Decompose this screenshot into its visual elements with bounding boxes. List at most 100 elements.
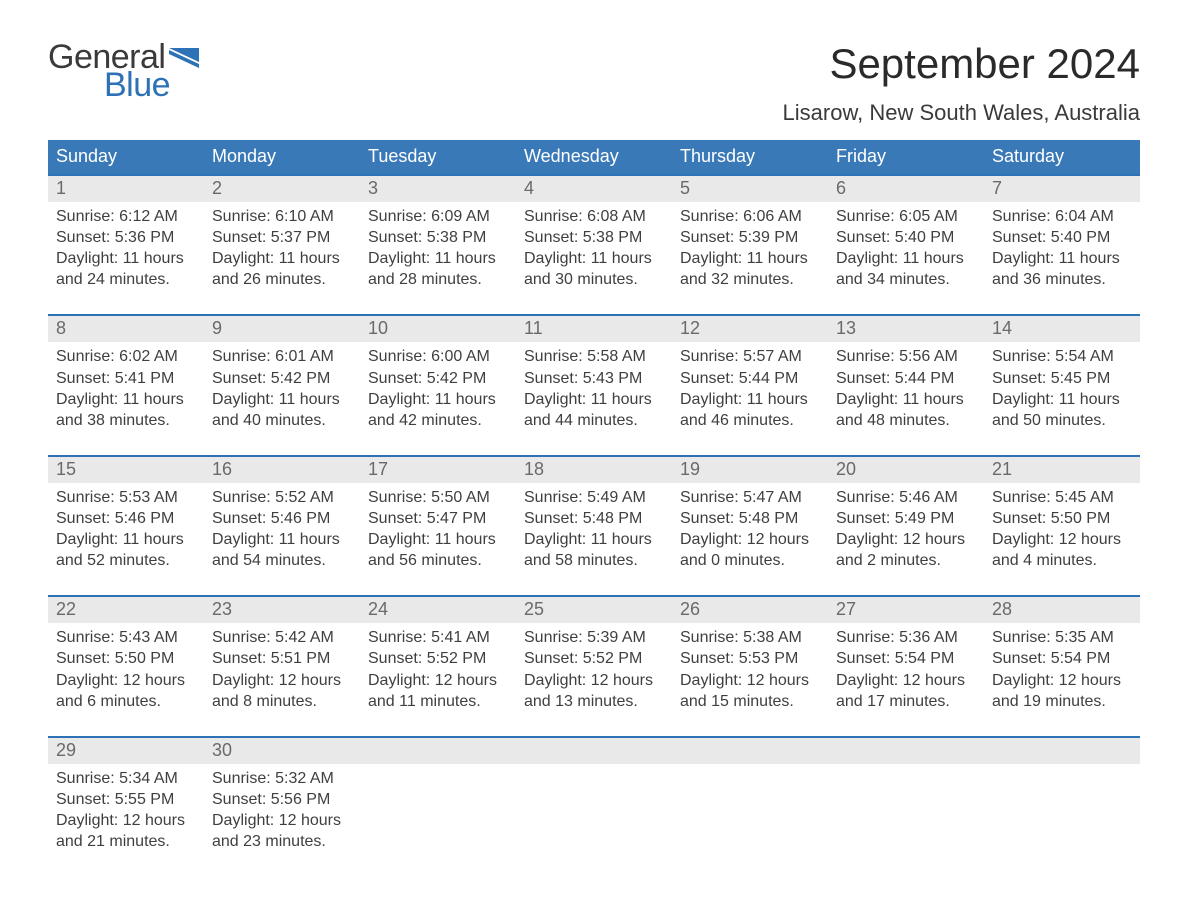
day-number: 29 (48, 738, 204, 764)
sunset-line: Sunset: 5:47 PM (368, 508, 508, 529)
sunrise-line: Sunrise: 6:05 AM (836, 206, 976, 227)
day-cell: Sunrise: 6:12 AMSunset: 5:36 PMDaylight:… (48, 202, 204, 296)
day-cell: Sunrise: 5:34 AMSunset: 5:55 PMDaylight:… (48, 764, 204, 858)
daylight-line-1: Daylight: 12 hours (56, 670, 196, 691)
daylight-line-2: and 36 minutes. (992, 269, 1132, 290)
daylight-line-1: Daylight: 11 hours (680, 389, 820, 410)
sunrise-line: Sunrise: 5:50 AM (368, 487, 508, 508)
daylight-line-2: and 30 minutes. (524, 269, 664, 290)
sunset-line: Sunset: 5:48 PM (524, 508, 664, 529)
daylight-line-2: and 50 minutes. (992, 410, 1132, 431)
daylight-line-2: and 26 minutes. (212, 269, 352, 290)
day-cell (672, 764, 828, 858)
sunrise-line: Sunrise: 6:01 AM (212, 346, 352, 367)
day-details-row: Sunrise: 5:53 AMSunset: 5:46 PMDaylight:… (48, 483, 1140, 577)
day-cell: Sunrise: 5:39 AMSunset: 5:52 PMDaylight:… (516, 623, 672, 717)
calendar-week: 15161718192021Sunrise: 5:53 AMSunset: 5:… (48, 455, 1140, 577)
daylight-line-1: Daylight: 12 hours (836, 529, 976, 550)
day-cell: Sunrise: 5:54 AMSunset: 5:45 PMDaylight:… (984, 342, 1140, 436)
day-cell: Sunrise: 5:52 AMSunset: 5:46 PMDaylight:… (204, 483, 360, 577)
sunset-line: Sunset: 5:43 PM (524, 368, 664, 389)
calendar-week: 1234567Sunrise: 6:12 AMSunset: 5:36 PMDa… (48, 174, 1140, 296)
sunset-line: Sunset: 5:54 PM (992, 648, 1132, 669)
sunrise-line: Sunrise: 5:47 AM (680, 487, 820, 508)
day-details-row: Sunrise: 6:02 AMSunset: 5:41 PMDaylight:… (48, 342, 1140, 436)
daylight-line-2: and 6 minutes. (56, 691, 196, 712)
day-number: 30 (204, 738, 360, 764)
day-cell: Sunrise: 5:58 AMSunset: 5:43 PMDaylight:… (516, 342, 672, 436)
daylight-line-1: Daylight: 11 hours (524, 248, 664, 269)
sunset-line: Sunset: 5:41 PM (56, 368, 196, 389)
sunrise-line: Sunrise: 5:42 AM (212, 627, 352, 648)
sunrise-line: Sunrise: 6:10 AM (212, 206, 352, 227)
daylight-line-1: Daylight: 11 hours (524, 389, 664, 410)
day-number: 3 (360, 176, 516, 202)
day-number: 1 (48, 176, 204, 202)
day-number: 28 (984, 597, 1140, 623)
day-number: 18 (516, 457, 672, 483)
day-number: 13 (828, 316, 984, 342)
day-cell: Sunrise: 5:32 AMSunset: 5:56 PMDaylight:… (204, 764, 360, 858)
daylight-line-1: Daylight: 12 hours (680, 670, 820, 691)
day-cell (516, 764, 672, 858)
sunrise-line: Sunrise: 6:00 AM (368, 346, 508, 367)
daylight-line-1: Daylight: 11 hours (56, 248, 196, 269)
daylight-line-1: Daylight: 12 hours (680, 529, 820, 550)
daylight-line-2: and 28 minutes. (368, 269, 508, 290)
day-number: 11 (516, 316, 672, 342)
daylight-line-2: and 42 minutes. (368, 410, 508, 431)
sunset-line: Sunset: 5:36 PM (56, 227, 196, 248)
calendar-week: 22232425262728Sunrise: 5:43 AMSunset: 5:… (48, 595, 1140, 717)
day-number: 17 (360, 457, 516, 483)
daylight-line-2: and 15 minutes. (680, 691, 820, 712)
sunset-line: Sunset: 5:39 PM (680, 227, 820, 248)
location-subtitle: Lisarow, New South Wales, Australia (783, 100, 1140, 126)
daylight-line-2: and 2 minutes. (836, 550, 976, 571)
sunrise-line: Sunrise: 5:54 AM (992, 346, 1132, 367)
sunrise-line: Sunrise: 6:06 AM (680, 206, 820, 227)
daylight-line-2: and 44 minutes. (524, 410, 664, 431)
day-number: 6 (828, 176, 984, 202)
sunset-line: Sunset: 5:52 PM (368, 648, 508, 669)
day-cell: Sunrise: 6:01 AMSunset: 5:42 PMDaylight:… (204, 342, 360, 436)
day-number (360, 738, 516, 764)
day-cell: Sunrise: 5:46 AMSunset: 5:49 PMDaylight:… (828, 483, 984, 577)
sunset-line: Sunset: 5:52 PM (524, 648, 664, 669)
day-cell: Sunrise: 5:38 AMSunset: 5:53 PMDaylight:… (672, 623, 828, 717)
day-cell: Sunrise: 5:35 AMSunset: 5:54 PMDaylight:… (984, 623, 1140, 717)
weekday-header-row: SundayMondayTuesdayWednesdayThursdayFrid… (48, 140, 1140, 174)
sunrise-line: Sunrise: 5:35 AM (992, 627, 1132, 648)
day-number: 4 (516, 176, 672, 202)
daylight-line-2: and 0 minutes. (680, 550, 820, 571)
day-cell: Sunrise: 6:06 AMSunset: 5:39 PMDaylight:… (672, 202, 828, 296)
sunrise-line: Sunrise: 5:52 AM (212, 487, 352, 508)
day-number-row: 891011121314 (48, 316, 1140, 342)
sunset-line: Sunset: 5:46 PM (56, 508, 196, 529)
day-cell: Sunrise: 5:49 AMSunset: 5:48 PMDaylight:… (516, 483, 672, 577)
sunset-line: Sunset: 5:49 PM (836, 508, 976, 529)
day-cell (360, 764, 516, 858)
daylight-line-2: and 8 minutes. (212, 691, 352, 712)
day-cell: Sunrise: 6:02 AMSunset: 5:41 PMDaylight:… (48, 342, 204, 436)
day-number: 16 (204, 457, 360, 483)
day-number: 21 (984, 457, 1140, 483)
day-number: 22 (48, 597, 204, 623)
day-number-row: 22232425262728 (48, 597, 1140, 623)
daylight-line-2: and 46 minutes. (680, 410, 820, 431)
daylight-line-1: Daylight: 11 hours (836, 389, 976, 410)
daylight-line-1: Daylight: 11 hours (992, 248, 1132, 269)
daylight-line-1: Daylight: 11 hours (212, 248, 352, 269)
day-number: 15 (48, 457, 204, 483)
header-row: General Blue September 2024 Lisarow, New… (48, 40, 1140, 126)
sunset-line: Sunset: 5:44 PM (836, 368, 976, 389)
sunrise-line: Sunrise: 6:08 AM (524, 206, 664, 227)
day-cell: Sunrise: 5:42 AMSunset: 5:51 PMDaylight:… (204, 623, 360, 717)
daylight-line-1: Daylight: 12 hours (212, 670, 352, 691)
day-number: 9 (204, 316, 360, 342)
sunrise-line: Sunrise: 6:12 AM (56, 206, 196, 227)
daylight-line-1: Daylight: 11 hours (368, 529, 508, 550)
day-cell: Sunrise: 6:08 AMSunset: 5:38 PMDaylight:… (516, 202, 672, 296)
weekday-header-cell: Friday (828, 140, 984, 174)
daylight-line-1: Daylight: 11 hours (680, 248, 820, 269)
flag-icon (169, 48, 199, 68)
